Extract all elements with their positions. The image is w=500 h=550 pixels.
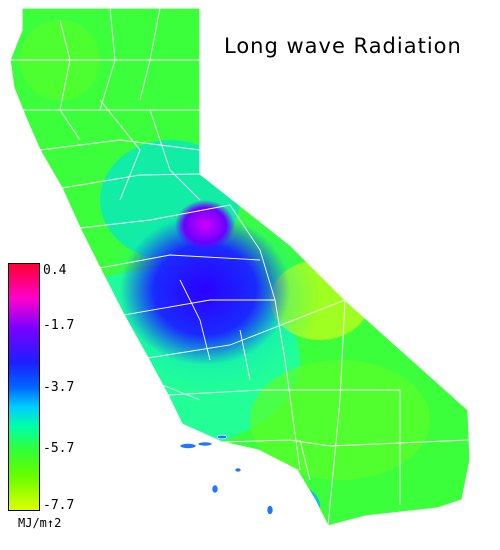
map-title: Long wave Radiation — [224, 34, 462, 58]
county-boundaries — [10, 8, 469, 526]
scale-tick-label: 0.4 — [43, 263, 67, 278]
scale-tick-label: -7.7 — [43, 498, 75, 513]
scale-tick-label: -3.7 — [43, 380, 75, 395]
channel-islands — [179, 434, 274, 515]
scale-tick-label: -1.7 — [43, 318, 75, 333]
state-outline — [9, 7, 471, 527]
scale-tick-label: -5.7 — [43, 441, 75, 456]
scale-unit-label: MJ/m↑2 — [18, 516, 62, 530]
color-scale-bar — [8, 263, 40, 511]
